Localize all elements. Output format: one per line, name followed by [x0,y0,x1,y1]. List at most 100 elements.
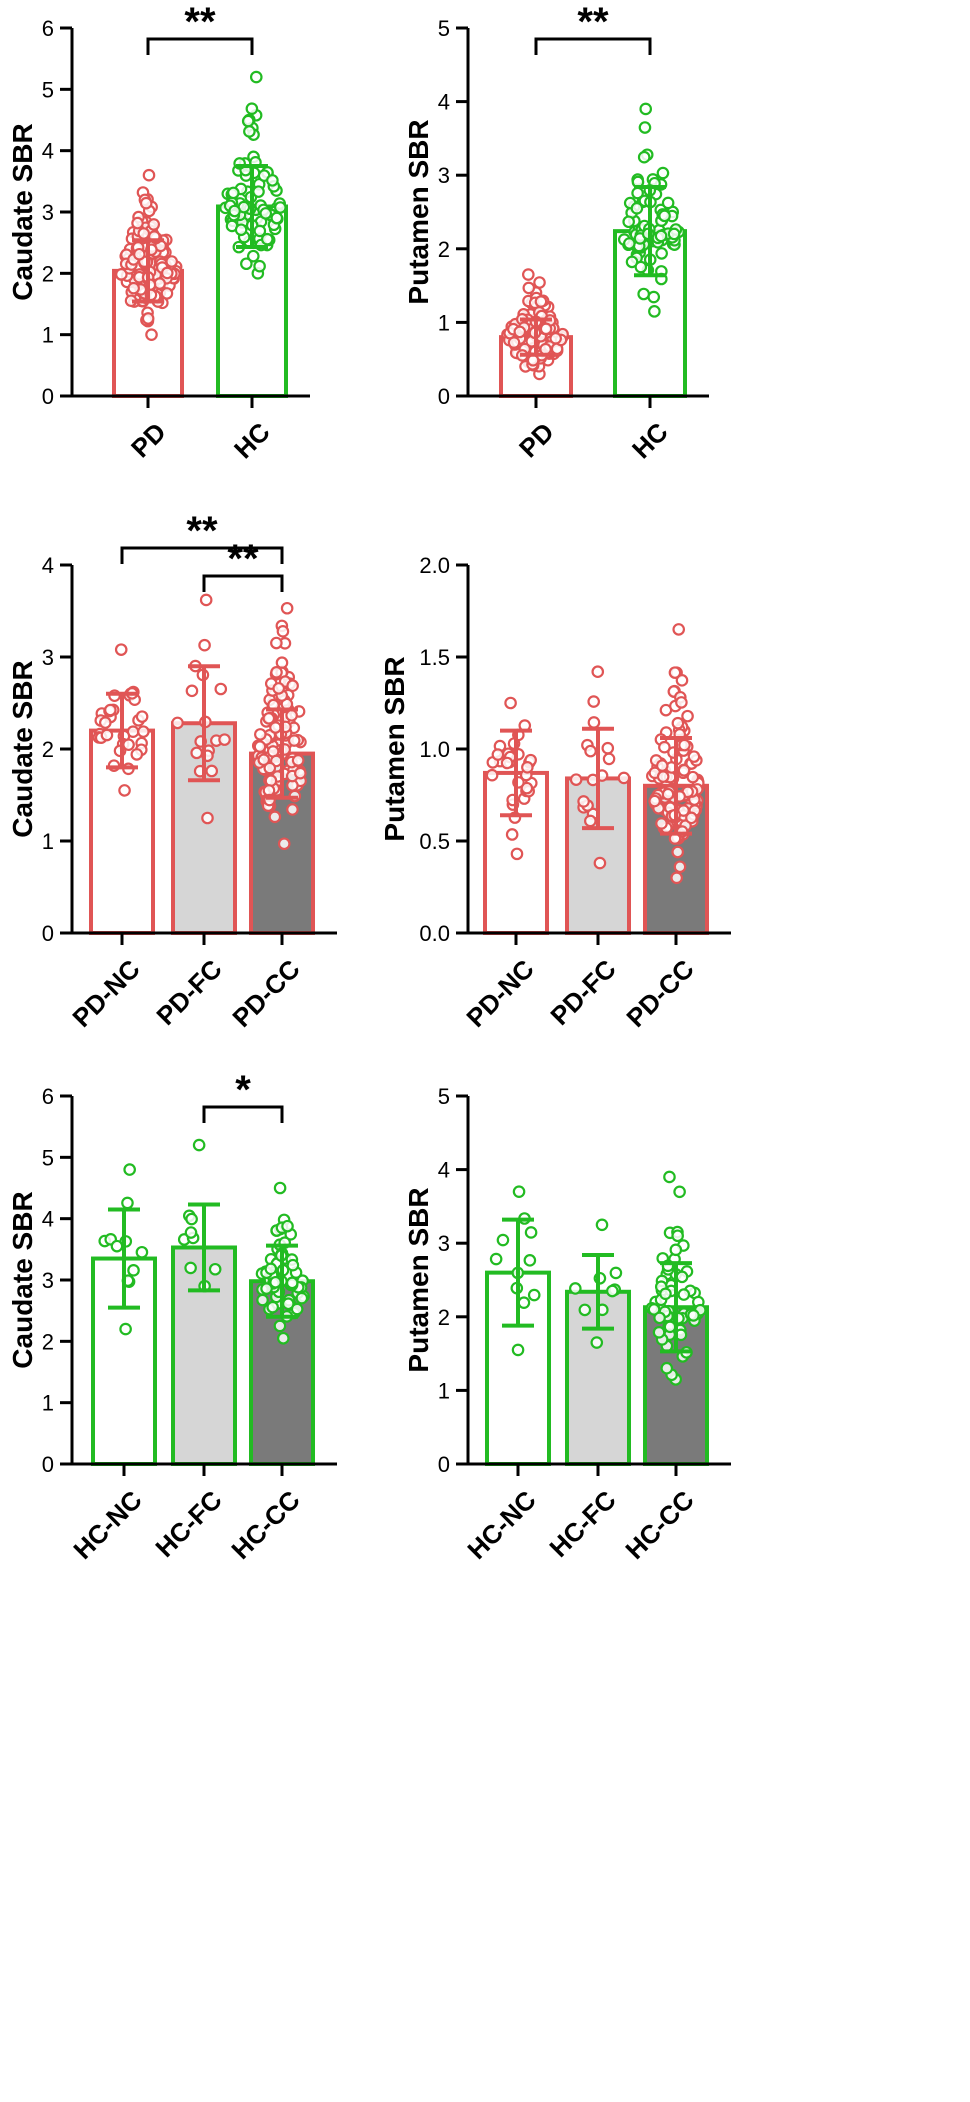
data-point [606,1284,619,1298]
data-point [270,211,284,225]
data-point [227,186,240,200]
data-point [273,1319,287,1333]
x-tick-label: HC-FC [543,1484,622,1563]
data-point [185,684,199,698]
data-point [190,746,203,760]
data-point [286,803,299,816]
x-tick-label: HC [626,416,674,464]
data-point [587,716,601,729]
data-point [485,768,499,782]
y-tick-label: 0 [42,384,54,409]
data-point [253,224,267,238]
data-point [228,204,241,218]
y-axis-label: Putamen SBR [403,119,434,304]
data-point [285,709,298,722]
data-point [569,773,583,786]
x-tick-label: PD-CC [226,953,306,1033]
data-point [257,753,271,767]
data-point [121,1196,134,1210]
y-tick-label: 0.0 [419,921,450,946]
data-point [584,814,597,828]
data-point [671,716,685,730]
y-tick-label: 2 [42,1329,54,1354]
data-point [655,817,668,830]
y-tick-label: 2 [438,237,450,262]
y-tick-label: 5 [438,16,450,41]
data-point [659,1287,672,1301]
data-point [141,312,155,325]
y-tick-label: 1 [438,1378,450,1403]
x-tick-label: PD-NC [460,953,540,1033]
data-point [234,223,248,237]
data-point [660,1361,674,1375]
y-tick-label: 1 [42,323,54,348]
data-point [593,856,607,870]
y-tick-label: 4 [42,1207,54,1232]
data-point [290,1302,304,1316]
x-tick-label: PD-CC [620,953,700,1033]
y-tick-label: 1.0 [419,737,450,762]
y-tick-label: 4 [42,553,54,578]
significance-bracket [202,1105,284,1123]
data-point [199,593,213,607]
y-tick-label: 3 [42,1268,54,1293]
x-tick-label: PD [513,417,560,464]
data-point [285,1276,299,1290]
y-tick-label: 2 [42,261,54,286]
data-point [523,1254,537,1267]
data-point [533,276,546,289]
data-point [130,748,144,761]
data-point [511,1343,525,1357]
data-point [637,287,650,301]
data-point [500,756,514,770]
data-point [139,196,153,210]
data-point [513,325,527,339]
data-point [254,728,267,741]
data-point [214,682,228,696]
significance-bracket [120,546,284,564]
data-point [114,643,128,656]
data-point [595,1218,609,1232]
data-point [638,121,652,134]
data-point [522,281,536,295]
x-tick-label: HC-FC [149,1484,228,1563]
data-point [127,281,140,295]
y-tick-label: 4 [438,1158,450,1183]
data-point [276,1331,290,1345]
data-point [277,837,291,851]
y-tick-label: 0 [42,1452,54,1477]
x-tick-label: HC-NC [67,1484,148,1565]
y-tick-label: 2 [42,737,54,762]
data-point [584,744,597,758]
data-point [118,784,131,797]
data-point [252,185,265,198]
data-point [578,1303,592,1317]
y-axis-label: Putamen SBR [403,1187,434,1372]
data-point [287,734,301,747]
data-point [270,636,283,650]
data-point [295,1291,309,1305]
x-tick-label: HC-CC [225,1484,306,1565]
data-point [249,70,263,84]
significance-bracket [202,574,284,592]
data-point [281,1219,294,1233]
data-point [260,1282,273,1295]
data-point [661,196,675,210]
y-tick-label: 5 [42,77,54,102]
significance-label: ** [184,0,216,44]
data-point [687,1309,700,1322]
data-point [99,716,112,729]
y-tick-label: 4 [438,90,450,115]
data-point [510,847,524,861]
data-point [127,1264,140,1277]
data-point [648,794,661,808]
data-point [268,810,282,824]
x-tick-label: HC-NC [461,1484,542,1565]
y-tick-label: 5 [438,1084,450,1109]
data-point [577,795,590,808]
data-point [671,1229,684,1243]
data-point [623,237,636,250]
data-point [135,1245,149,1259]
